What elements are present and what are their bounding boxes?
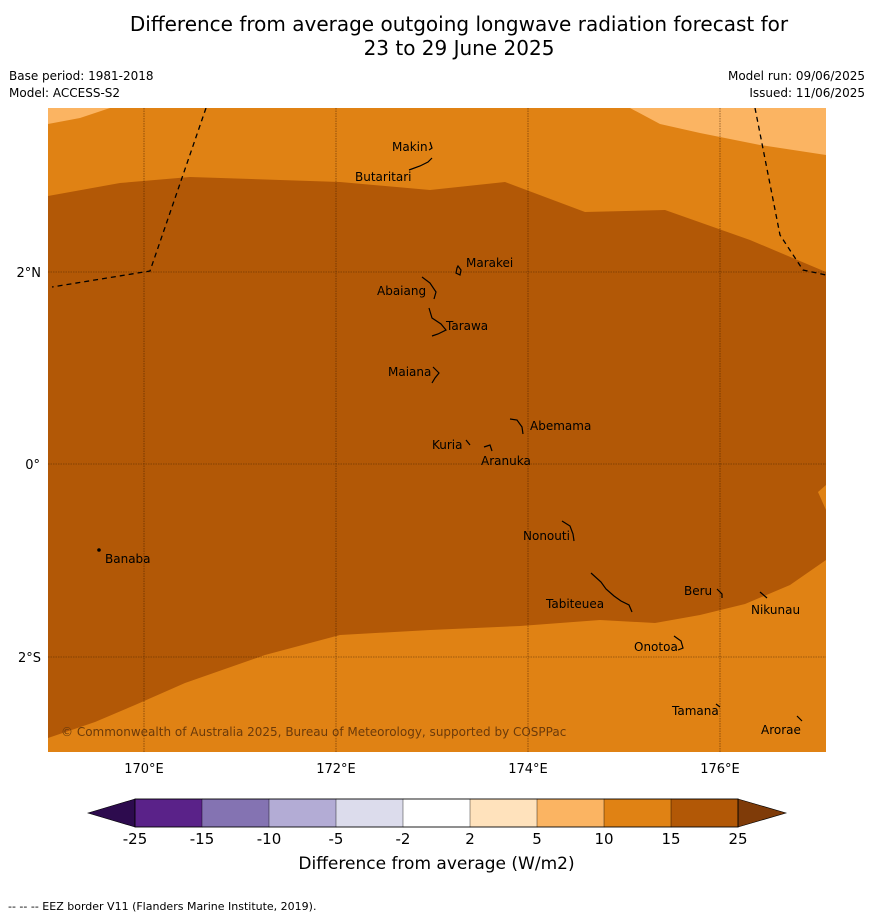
label-banaba: Banaba: [105, 552, 151, 566]
islands: [97, 141, 803, 722]
meta-right: Model run: 09/06/2025 Issued: 11/06/2025: [728, 68, 865, 102]
label-beru: Beru: [684, 584, 712, 598]
colorbar-high-extend: [737, 798, 788, 828]
colorbar-cell: [402, 798, 471, 828]
island-kuria: [465, 439, 471, 446]
lon-label-174: 174°E: [508, 762, 548, 777]
island-nonouti: [561, 520, 575, 542]
island-tabiteuea: [590, 572, 633, 613]
island-tarawa: [428, 307, 447, 337]
island-makin: [428, 141, 433, 151]
issued-date: Issued: 11/06/2025: [749, 86, 865, 100]
colorbar: -25 -15 -10 -5 -2 2 5 10 15 25: [86, 798, 788, 848]
island-butaritari: [408, 157, 433, 171]
colorbar-tick-label: -15: [190, 830, 215, 848]
title-line-2: 23 to 29 June 2025: [363, 36, 555, 60]
colorbar-tick-labels: -25 -15 -10 -5 -2 2 5 10 15 25: [123, 830, 748, 848]
lat-axis-labels: 2°N 0° 2°S: [17, 266, 42, 666]
island-maiana: [431, 366, 440, 384]
title-line-1: Difference from average outgoing longwav…: [129, 12, 789, 36]
colorbar-cell: [603, 798, 672, 828]
colorbar-cells: [134, 798, 739, 828]
colorbar-outline: [134, 798, 739, 828]
colorbar-cell: [268, 798, 337, 828]
model-name: Model: ACCESS-S2: [9, 86, 121, 100]
colorbar-cell: [134, 798, 203, 828]
island-beru: [716, 588, 723, 598]
colorbar-cell: [670, 798, 739, 828]
label-arorae: Arorae: [761, 723, 801, 737]
label-nonouti: Nonouti: [523, 529, 570, 543]
label-marakei: Marakei: [466, 256, 513, 270]
label-tarawa: Tarawa: [445, 319, 488, 333]
colorbar-tick-label: -2: [396, 830, 411, 848]
island-marakei: [455, 264, 462, 276]
map-title: Difference from average outgoing longwav…: [0, 12, 873, 60]
band-10-15-right-notch: [818, 485, 826, 510]
colorbar-tick-label: 15: [661, 830, 680, 848]
island-arorae: [796, 715, 803, 722]
colorbar-tick-label: -5: [329, 830, 344, 848]
colorbar-low-extend: [86, 798, 136, 828]
lon-axis-labels: 170°E 172°E 174°E 176°E: [124, 762, 740, 777]
lat-label-2s: 2°S: [18, 651, 41, 666]
label-kuria: Kuria: [432, 438, 463, 452]
band-5-10-top-right: [630, 108, 826, 155]
place-labels: Makin Butaritari Marakei Abaiang Tarawa …: [105, 140, 801, 737]
island-nikunau: [759, 591, 768, 599]
colorbar-title: Difference from average (W/m2): [298, 854, 575, 874]
label-maiana: Maiana: [388, 365, 431, 379]
graticule: [48, 108, 826, 752]
lat-label-0: 0°: [25, 458, 40, 473]
colorbar-tick-label: 25: [728, 830, 747, 848]
island-onotoa: [673, 635, 684, 651]
footer-legend: -- -- -- EEZ border V11 (Flanders Marine…: [8, 900, 317, 913]
label-tamana: Tamana: [671, 704, 719, 718]
colorbar-cell: [201, 798, 270, 828]
island-tamana: [715, 703, 721, 708]
lon-label-170: 170°E: [124, 762, 164, 777]
island-banaba: [97, 548, 101, 552]
label-nikunau: Nikunau: [751, 603, 800, 617]
model-run: Model run: 09/06/2025: [727, 69, 865, 83]
colorbar-tick-label: -25: [123, 830, 148, 848]
map-area: Makin Butaritari Marakei Abaiang Tarawa …: [48, 108, 826, 752]
island-abaiang: [421, 276, 437, 300]
band-15-25: [48, 177, 826, 738]
label-abaiang: Abaiang: [377, 284, 426, 298]
base-period: Base period: 1981-2018: [9, 69, 154, 83]
label-tabiteuea: Tabiteuea: [545, 597, 604, 611]
label-makin: Makin: [392, 140, 428, 154]
colorbar-tick-label: 10: [594, 830, 613, 848]
band-5-10-top-left: [48, 108, 110, 124]
label-butaritari: Butaritari: [355, 170, 412, 184]
colorbar-cell: [536, 798, 605, 828]
eez-border: [51, 108, 826, 288]
label-abemama: Abemama: [530, 419, 591, 433]
lon-label-172: 172°E: [316, 762, 356, 777]
lat-label-2n: 2°N: [17, 266, 42, 281]
label-onotoa: Onotoa: [634, 640, 678, 654]
colorbar-tick-label: 2: [465, 830, 475, 848]
colorbar-tick-label: 5: [532, 830, 542, 848]
meta-left: Base period: 1981-2018 Model: ACCESS-S2: [9, 68, 154, 102]
colorbar-cell: [335, 798, 404, 828]
colorbar-cell: [469, 798, 538, 828]
island-aranuka: [483, 444, 493, 452]
colorbar-tick-label: -10: [257, 830, 282, 848]
label-aranuka: Aranuka: [481, 454, 531, 468]
island-abemama: [509, 418, 524, 435]
lon-label-176: 176°E: [700, 762, 740, 777]
copyright-notice: © Commonwealth of Australia 2025, Bureau…: [61, 725, 566, 739]
